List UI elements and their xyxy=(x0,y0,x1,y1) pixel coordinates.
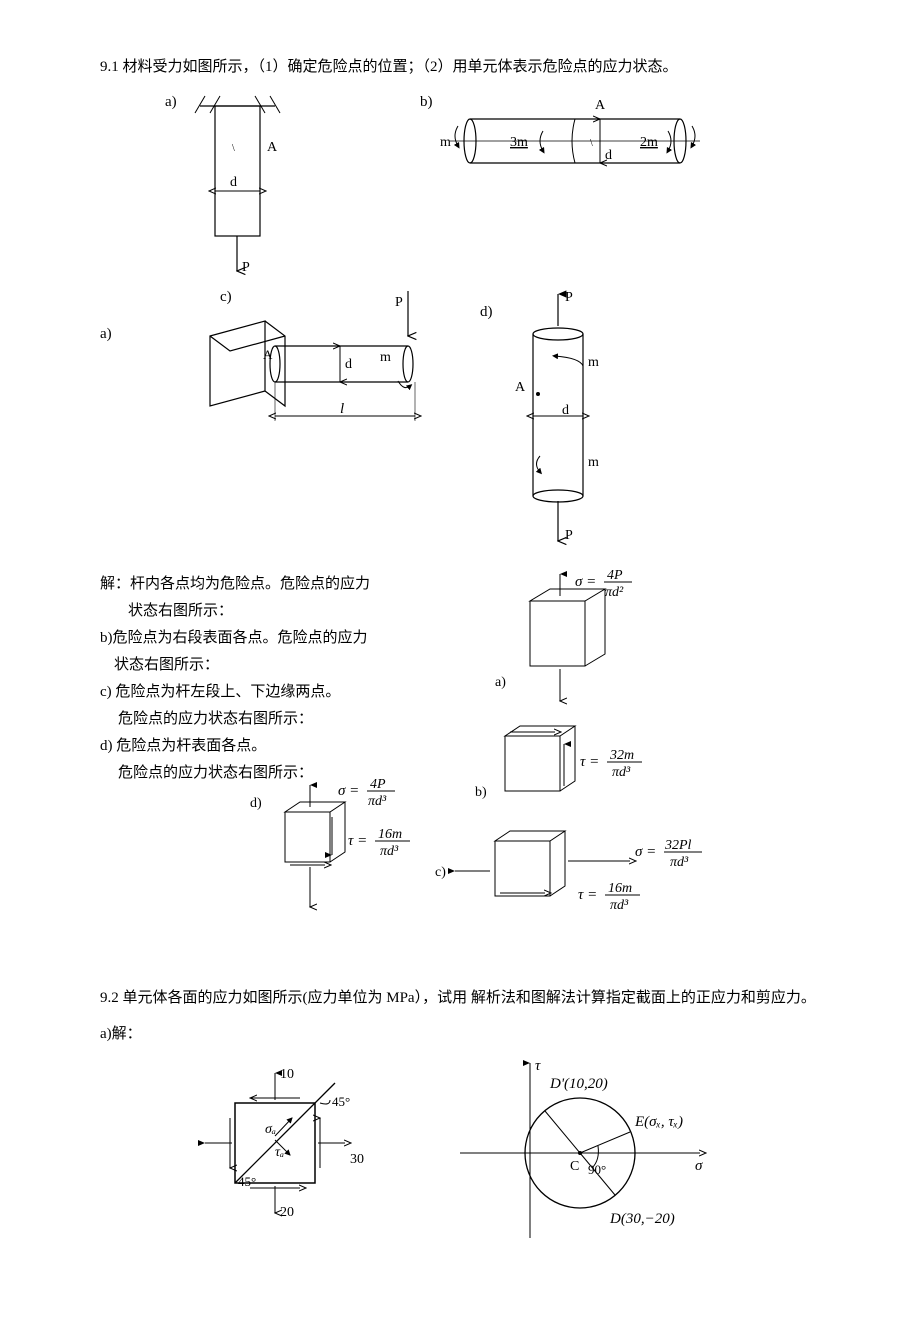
f-tc-bot: πd³ xyxy=(610,898,629,913)
f-sa-top: 4P xyxy=(607,568,623,583)
label-A-c: A xyxy=(263,347,273,362)
mohr-circle: τ σ C D'(10,20) E(σₓ, τₓ) D(30,−20) 90° xyxy=(440,1058,720,1253)
label-c: c) xyxy=(220,289,232,305)
f-sc-top: 32Pl xyxy=(664,838,692,853)
sol-c2: 危险点的应力状态右图所示： xyxy=(118,706,420,733)
cube-d-wrap: d) σ = 4P πd³ τ = 16m πd³ xyxy=(230,777,420,932)
dash-b: \ xyxy=(590,138,593,149)
f-sc-bot: πd³ xyxy=(670,855,689,870)
label-A: A xyxy=(267,140,278,155)
cube-a: a) σ = 4P πd² xyxy=(420,571,700,711)
problem-9-1: 9.1 材料受力如图所示，（1）确定危险点的位置；（2）用单元体表示危险点的应力… xyxy=(100,55,820,936)
sol-a-label: a)解： xyxy=(100,1022,820,1043)
label-P-d2: P xyxy=(565,528,573,543)
label-2m: 2m xyxy=(640,135,658,150)
label-b: b) xyxy=(420,94,433,110)
sol-b: b)危险点为右段表面各点。危险点的应力 xyxy=(100,625,420,652)
label-P: P xyxy=(242,260,250,275)
formula-tau-b: τ = xyxy=(580,754,599,770)
f-td-top: 16m xyxy=(378,827,402,842)
label-A-b: A xyxy=(595,98,606,113)
label-m-c: m xyxy=(380,350,391,365)
D-prime: D'(10,20) xyxy=(549,1076,608,1092)
angle-90: 90° xyxy=(588,1162,606,1177)
sol-intro2: 状态右图所示： xyxy=(128,598,420,625)
val-top: 10 xyxy=(280,1067,294,1082)
sol-d: d) 危险点为杆表面各点。 xyxy=(100,733,420,760)
E-label: E(σₓ, τₓ) xyxy=(634,1114,683,1130)
angle-45-1: 45° xyxy=(332,1094,350,1109)
sol-intro: 解：杆内各点均为危险点。危险点的应力 xyxy=(100,571,420,598)
f-sd-top: 4P xyxy=(370,777,386,792)
f-tb-bot: πd³ xyxy=(612,765,631,780)
label-b-cube: b) xyxy=(475,785,487,800)
tau-axis: τ xyxy=(535,1058,541,1074)
problem-9-1-title: 9.1 材料受力如图所示，（1）确定危险点的位置；（2）用单元体表示危险点的应力… xyxy=(100,55,820,76)
formula-sigma-d: σ = xyxy=(338,783,359,799)
problem-9-2: 9.2 单元体各面的应力如图所示(应力单位为 MPa），试用 解析法和图解法计算… xyxy=(100,986,820,1253)
label-d: d xyxy=(230,175,237,190)
f-sa-bot: πd² xyxy=(605,585,624,600)
C-label: C xyxy=(570,1159,579,1174)
angle-45-2: 45° xyxy=(238,1174,256,1189)
D-label: D(30,−20) xyxy=(609,1211,675,1227)
stray-a-label: a) xyxy=(100,286,140,343)
dash-mark: \ xyxy=(232,143,235,154)
label-a: a) xyxy=(165,94,177,110)
label-P-c: P xyxy=(395,295,403,310)
sigma-axis: σ xyxy=(695,1158,703,1174)
label-m-d1: m xyxy=(588,355,599,370)
problem-9-2-title: 9.2 单元体各面的应力如图所示(应力单位为 MPa），试用 解析法和图解法计算… xyxy=(100,986,820,1007)
formula-tau-c: τ = xyxy=(578,887,597,903)
f-sd-bot: πd³ xyxy=(368,794,387,809)
solution-row: 解：杆内各点均为危险点。危险点的应力 状态右图所示： b)危险点为右段表面各点。… xyxy=(100,571,820,936)
diagram-a: a) A \ d P xyxy=(160,91,320,286)
label-d-tag: d) xyxy=(480,304,493,320)
label-m-d2: m xyxy=(588,455,599,470)
sol-c: c) 危险点为杆左段上、下边缘两点。 xyxy=(100,679,420,706)
answer-cubes: a) σ = 4P πd² b) τ = 32m πd³ c) σ = 32Pl… xyxy=(420,571,720,936)
f-tc-top: 16m xyxy=(608,881,632,896)
cube-d: d) σ = 4P πd³ τ = 16m πd³ xyxy=(230,777,450,927)
label-a-cube: a) xyxy=(495,675,506,690)
diagram-c: c) P A d m l xyxy=(190,286,450,461)
formula-tau-d: τ = xyxy=(348,833,367,849)
stress-element: 10 30 20 45° 45° σₐ τₐ xyxy=(180,1058,380,1243)
label-P-d1: P xyxy=(565,290,573,305)
problem-9-2-diagrams: 10 30 20 45° 45° σₐ τₐ τ σ C D'(10,20) E… xyxy=(100,1058,820,1253)
val-bot: 20 xyxy=(280,1205,294,1220)
diagram-b: b) A m 3m 2m \ d xyxy=(380,91,720,196)
f-td-bot: πd³ xyxy=(380,844,399,859)
formula-sigma-a: σ = xyxy=(575,574,596,590)
formula-sigma-c: σ = xyxy=(635,844,656,860)
label-d-c: d xyxy=(345,357,352,372)
label-d-b: d xyxy=(605,148,612,163)
label-3m: 3m xyxy=(510,135,528,150)
solution-text: 解：杆内各点均为危险点。危险点的应力 状态右图所示： b)危险点为右段表面各点。… xyxy=(100,571,420,932)
diagram-d: d) P m A d m P xyxy=(480,286,640,561)
sol-b2: 状态右图所示： xyxy=(114,652,420,679)
cube-b: b) τ = 32m πd³ xyxy=(420,716,700,816)
val-right: 30 xyxy=(350,1152,364,1167)
diagram-row-2: a) c) P A d m l d) P m A d m P xyxy=(100,286,820,561)
label-l: l xyxy=(340,401,344,417)
label-d-cube: d) xyxy=(250,796,262,811)
cube-c: c) σ = 32Pl πd³ τ = 16m πd³ xyxy=(420,821,720,931)
label-A-d: A xyxy=(515,380,526,395)
label-d-d: d xyxy=(562,403,569,418)
diagram-row-1: a) A \ d P b) A m 3m 2m \ d xyxy=(100,91,820,286)
sigma-alpha: σₐ xyxy=(265,1122,276,1137)
label-c-cube: c) xyxy=(435,865,446,880)
f-tb-top: 32m xyxy=(609,748,634,763)
label-m-b: m xyxy=(440,135,451,150)
label-a-stray: a) xyxy=(100,326,112,342)
